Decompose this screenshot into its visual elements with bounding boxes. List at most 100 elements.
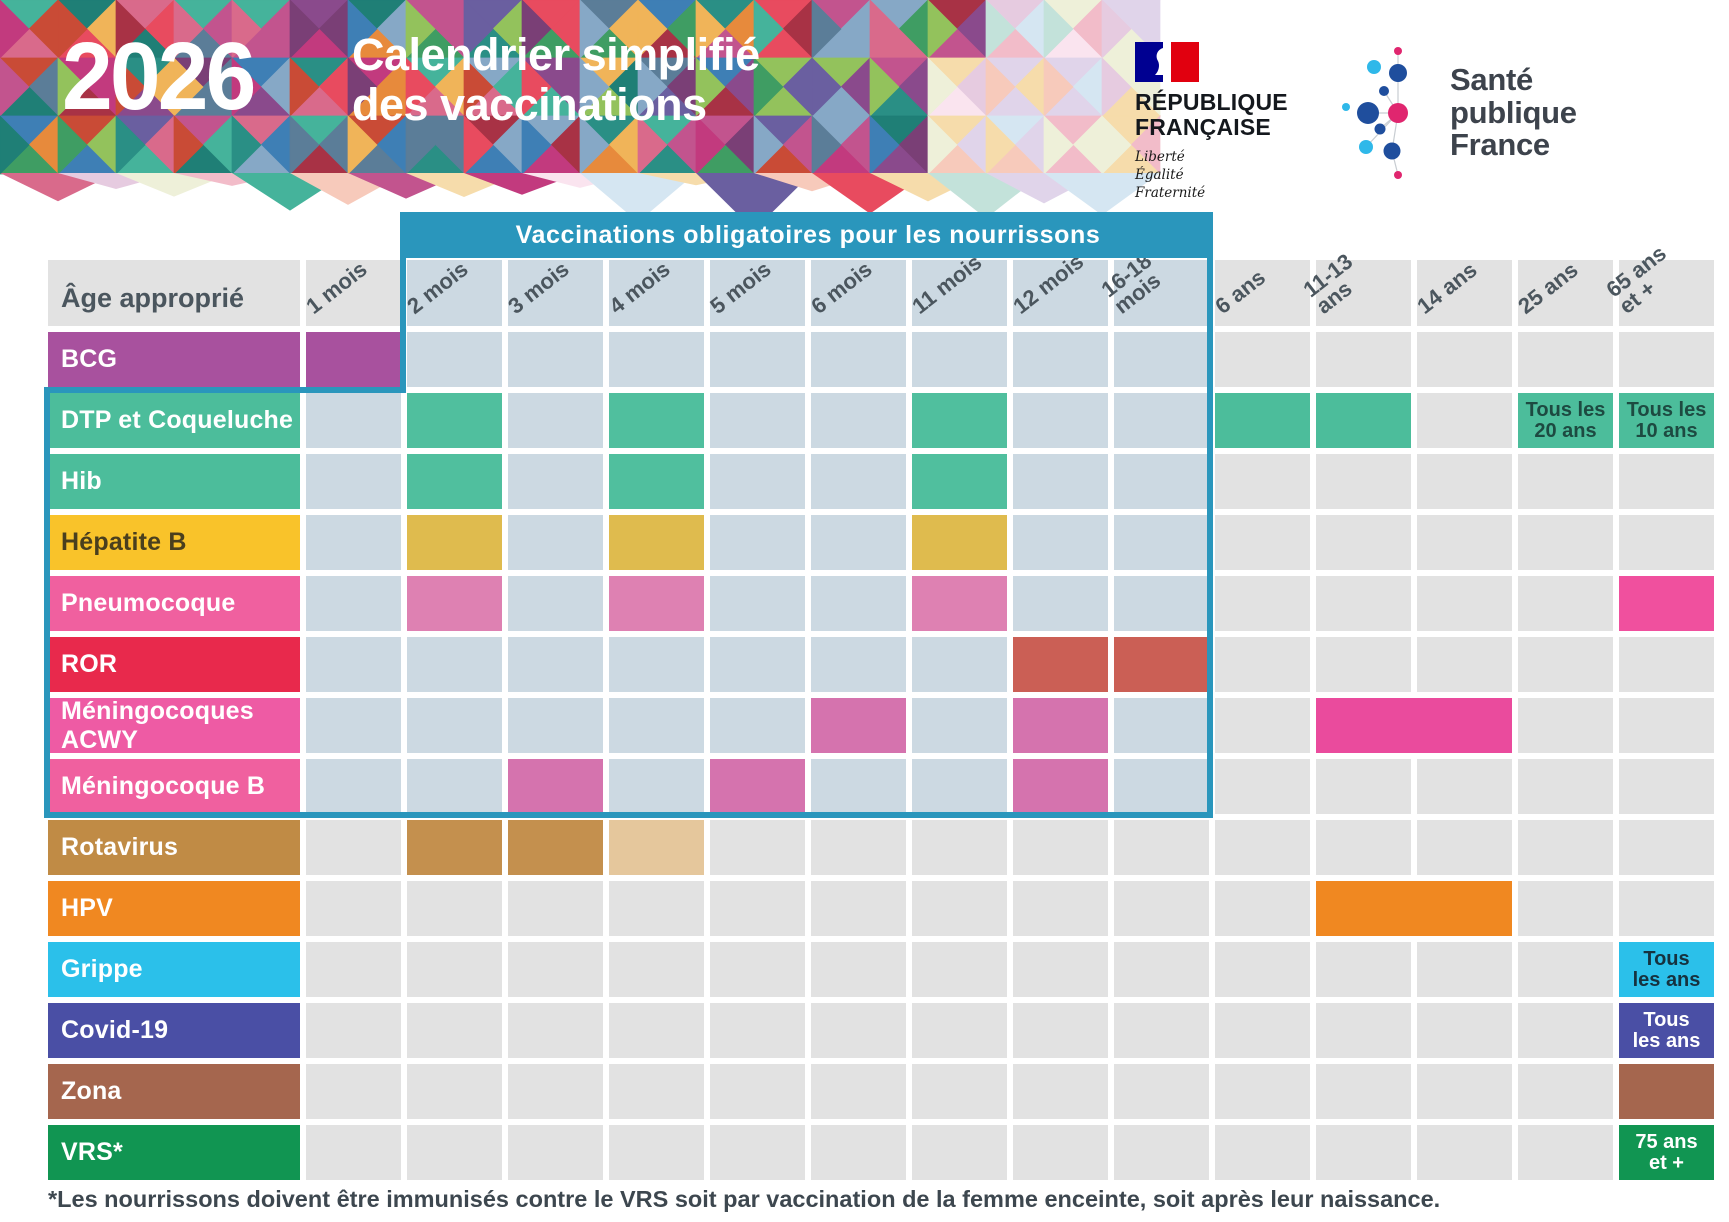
grid-cell — [811, 1064, 906, 1119]
grid-cell — [1518, 881, 1613, 936]
grid-cell — [1215, 1125, 1310, 1180]
grid-cell — [1114, 881, 1209, 936]
dose-cell-pneumocoque — [912, 576, 1007, 631]
dose-cell-hpv — [1316, 881, 1512, 936]
grid-cell — [1215, 515, 1310, 570]
dose-cell-vrs: 75 ans et + — [1619, 1125, 1714, 1180]
grid-cell — [1619, 881, 1714, 936]
grid-cell — [1114, 698, 1209, 753]
dose-cell-meningocoques-acwy — [1316, 698, 1512, 753]
grid-cell — [306, 1003, 401, 1058]
row-label-grippe: Grippe — [48, 942, 300, 997]
column-header-3-mois: 3 mois — [503, 256, 603, 326]
grid-cell — [1518, 515, 1613, 570]
grid-cell — [912, 881, 1007, 936]
grid-cell — [1215, 454, 1310, 509]
grid-cell — [306, 393, 401, 448]
grid-cell — [1114, 393, 1209, 448]
vaccination-table: Âge approprié 1 mois 2 mois 3 mois 4 mois 5 … — [48, 241, 1714, 1180]
sante-publique-france-logo: Santé publique France — [1338, 40, 1577, 186]
grid-cell — [508, 1125, 603, 1180]
dose-cell-zona — [1619, 1064, 1714, 1119]
grid-cell — [710, 698, 805, 753]
grid-cell — [1316, 820, 1411, 875]
grid-cell — [811, 881, 906, 936]
grid-cell — [1215, 576, 1310, 631]
row-label-bcg: BCG — [48, 332, 300, 387]
grid-cell — [811, 515, 906, 570]
grid-cell — [609, 881, 704, 936]
corner-header-cell: Âge approprié — [48, 260, 300, 326]
dose-cell-meningocoque-b — [710, 759, 805, 814]
grid-cell — [407, 1125, 502, 1180]
column-header-label: 25 ans — [1513, 257, 1583, 319]
grid-cell — [811, 576, 906, 631]
grid-cell — [508, 942, 603, 997]
mandatory-vaccinations-banner: Vaccinations obligatoires pour les nourr… — [403, 212, 1213, 258]
grid-cell — [1215, 1064, 1310, 1119]
grid-cell — [508, 393, 603, 448]
dose-cell-dtp-et-coqueluche — [1316, 393, 1411, 448]
grid-cell — [1316, 454, 1411, 509]
grid-cell — [407, 698, 502, 753]
grid-cell — [1417, 454, 1512, 509]
grid-cell — [1316, 1003, 1411, 1058]
grid-cell — [912, 1125, 1007, 1180]
grid-cell — [1316, 1125, 1411, 1180]
grid-cell — [1417, 942, 1512, 997]
corner-header-label: Âge approprié — [61, 283, 245, 313]
grid-cell — [1518, 576, 1613, 631]
grid-cell — [609, 637, 704, 692]
grid-cell — [1013, 576, 1108, 631]
grid-cell — [306, 942, 401, 997]
grid-cell — [306, 637, 401, 692]
dose-cell-pneumocoque — [407, 576, 502, 631]
grid-cell — [710, 576, 805, 631]
grid-cell — [1518, 1064, 1613, 1119]
row-label-hib: Hib — [48, 454, 300, 509]
dose-cell-ror — [1114, 637, 1209, 692]
grid-cell — [609, 1003, 704, 1058]
grid-cell — [912, 820, 1007, 875]
row-label-pneumocoque: Pneumocoque — [48, 576, 300, 631]
grid-cell — [1417, 515, 1512, 570]
page-title: Calendrier simplifié des vaccinations — [352, 29, 760, 131]
dose-cell-dtp-et-coqueluche — [912, 393, 1007, 448]
french-flag-icon — [1135, 42, 1199, 82]
dose-cell-dtp-et-coqueluche — [609, 393, 704, 448]
grid-cell — [710, 332, 805, 387]
grid-cell — [1417, 1003, 1512, 1058]
column-header-label: 1 mois — [301, 256, 372, 319]
column-header-25-ans: 25 ans — [1513, 257, 1613, 326]
grid-cell — [1619, 637, 1714, 692]
grid-cell — [1013, 515, 1108, 570]
grid-cell — [1518, 1003, 1613, 1058]
grid-cell — [1417, 759, 1512, 814]
column-header-6-mois: 6 mois — [806, 256, 906, 326]
column-header-6-ans: 6 ans — [1210, 260, 1310, 326]
grid-cell — [508, 576, 603, 631]
grid-cell — [1114, 759, 1209, 814]
grid-cell — [1215, 820, 1310, 875]
grid-cell — [1013, 1064, 1108, 1119]
grid-cell — [1114, 1064, 1209, 1119]
dose-cell-dtp-et-coqueluche: Tous les 10 ans — [1619, 393, 1714, 448]
grid-cell — [306, 698, 401, 753]
column-header-1-mois: 1 mois — [301, 256, 401, 326]
grid-cell — [811, 332, 906, 387]
column-header-11-13-ans: 11-13 ans — [1298, 249, 1411, 326]
grid-cell — [1316, 942, 1411, 997]
grid-cell — [1013, 942, 1108, 997]
grid-cell — [1417, 1064, 1512, 1119]
grid-cell — [609, 942, 704, 997]
grid-cell — [710, 454, 805, 509]
dose-cell-hepatite-b — [407, 515, 502, 570]
dose-cell-hib — [609, 454, 704, 509]
grid-cell — [1417, 637, 1512, 692]
grid-cell — [407, 332, 502, 387]
dose-cell-hepatite-b — [609, 515, 704, 570]
grid-cell — [1518, 454, 1613, 509]
dose-cell-bcg — [306, 332, 401, 387]
grid-cell — [1518, 698, 1613, 753]
